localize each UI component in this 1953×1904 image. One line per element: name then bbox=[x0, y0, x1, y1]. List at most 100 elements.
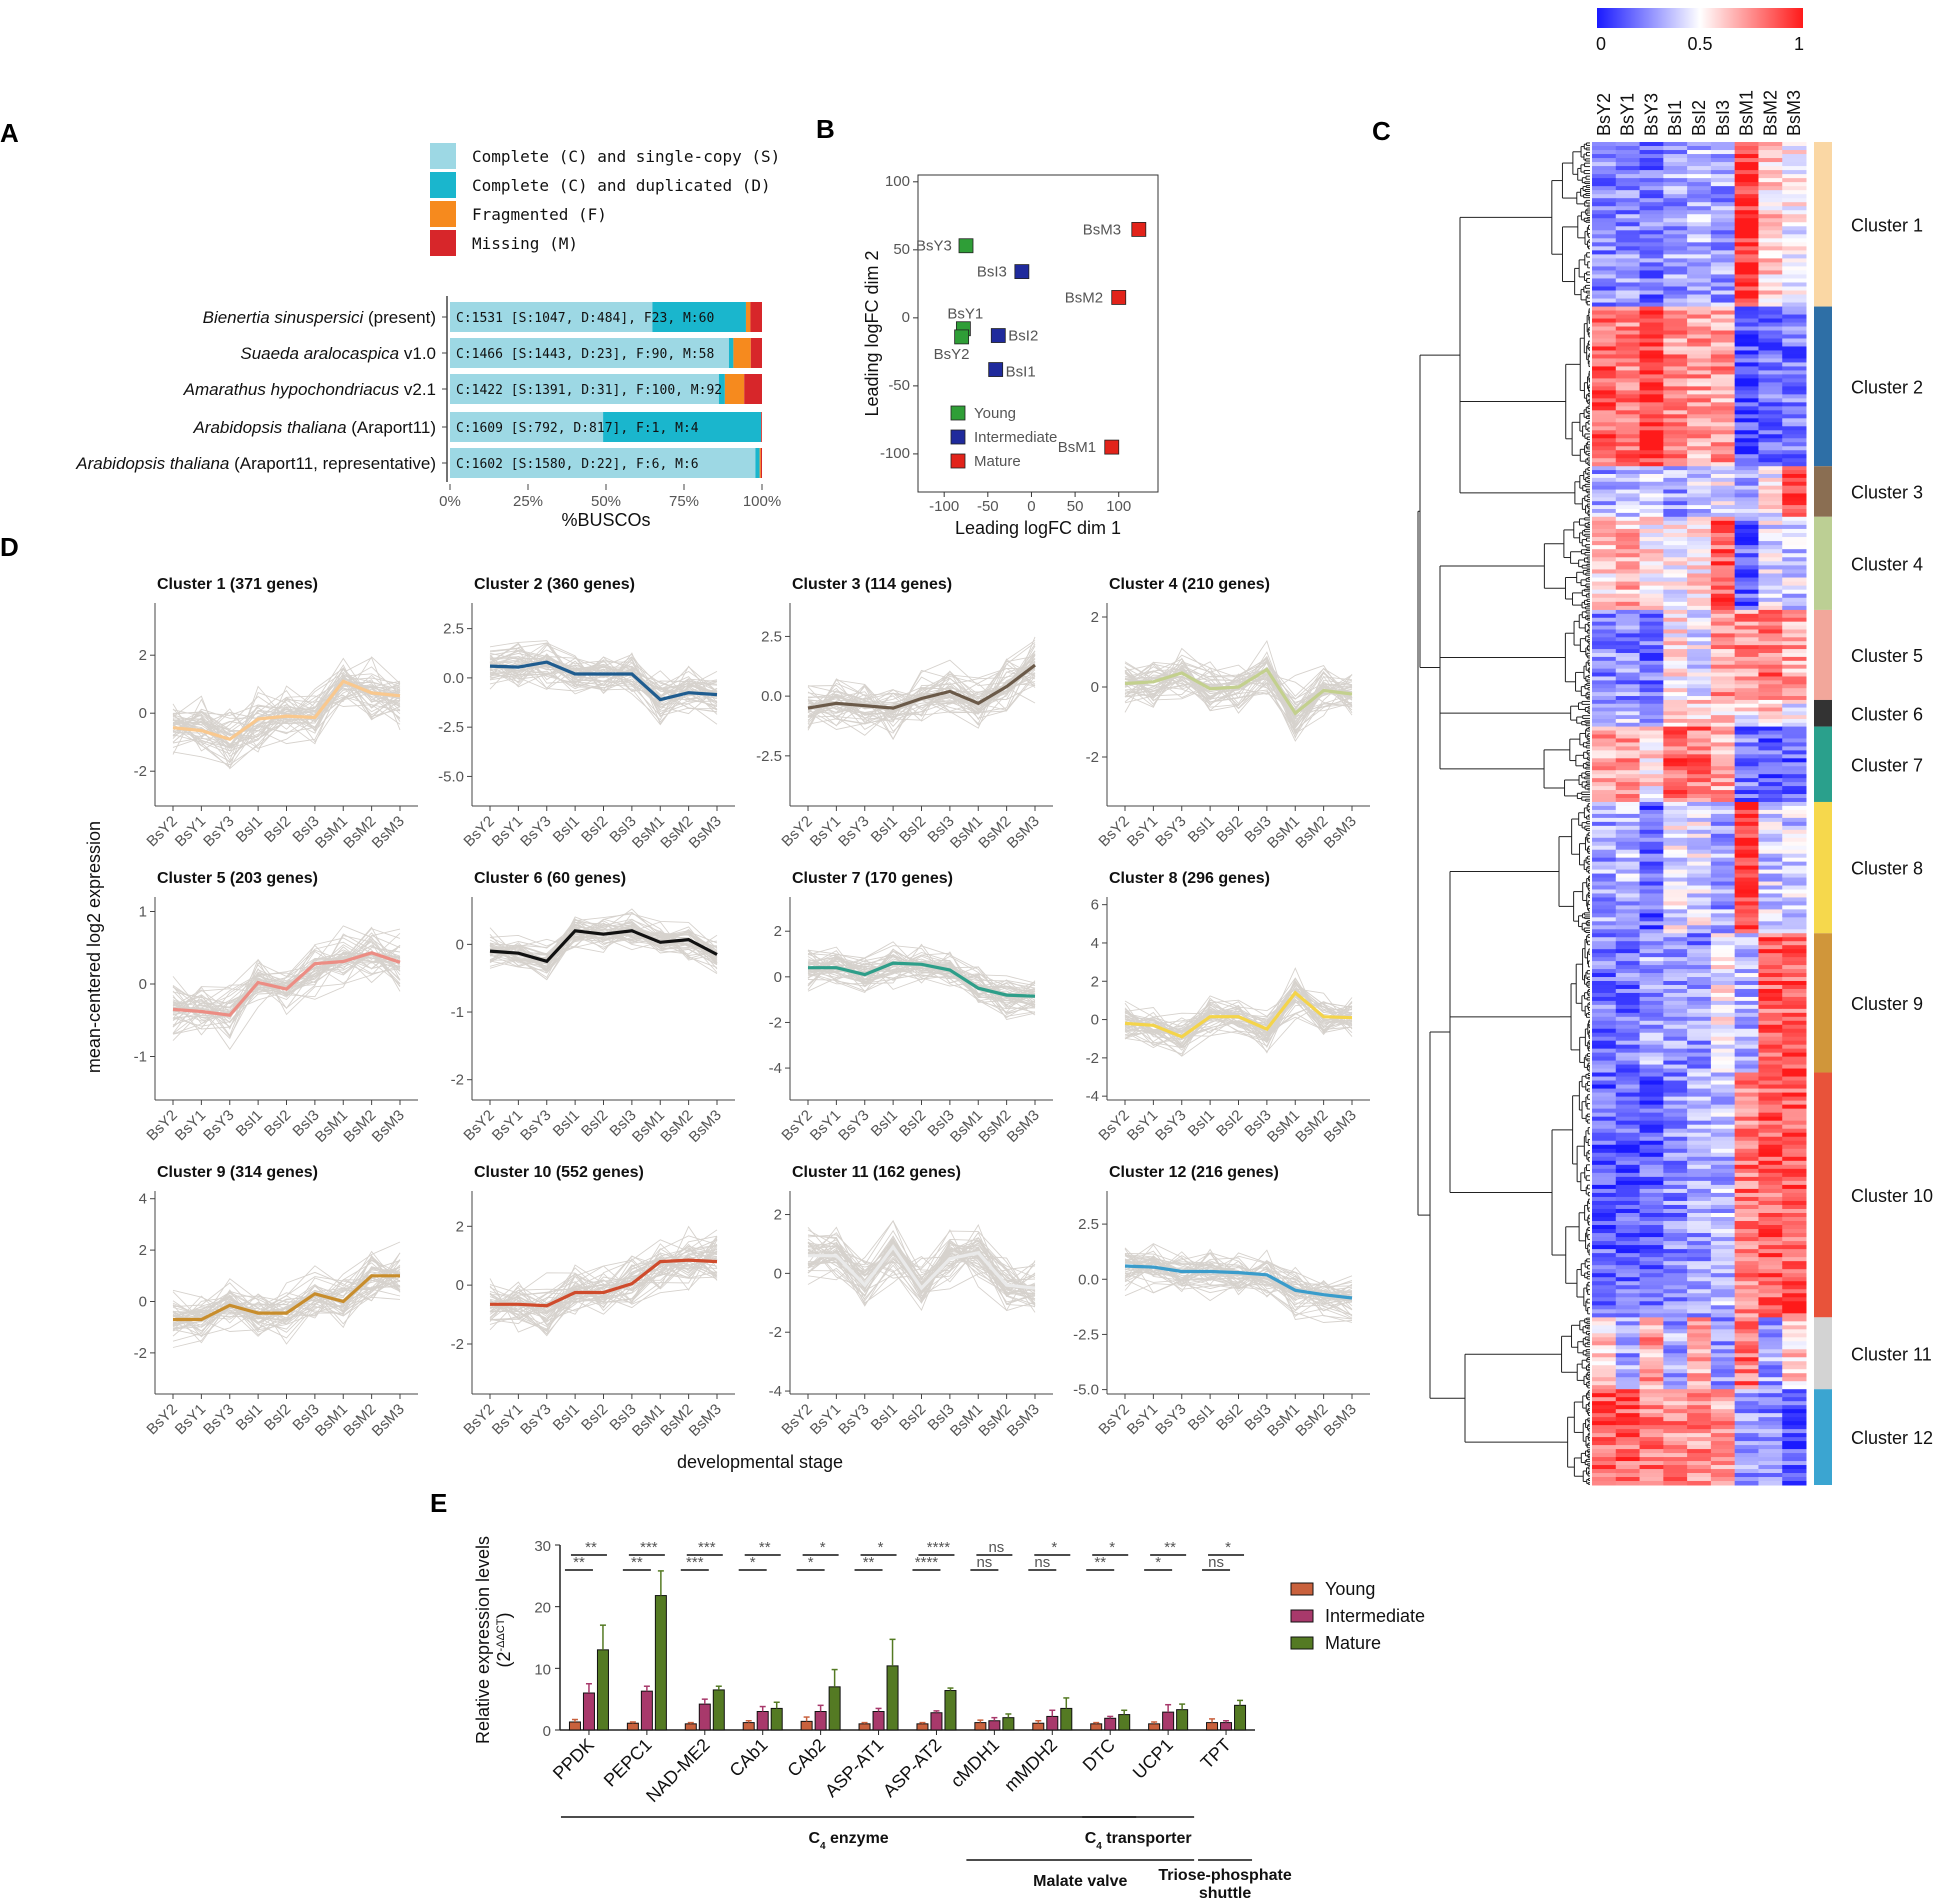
heatmap-cell bbox=[1782, 302, 1807, 308]
heatmap-cell bbox=[1687, 585, 1712, 591]
heatmap-cell bbox=[1734, 450, 1759, 455]
heatmap-cell bbox=[1592, 1277, 1617, 1282]
heatmap-cell bbox=[1639, 238, 1664, 243]
heatmap-cell bbox=[1710, 676, 1736, 681]
x-tick-label: BsY3 bbox=[835, 813, 872, 850]
heatmap-cell bbox=[1592, 520, 1617, 526]
heatmap-cell bbox=[1758, 334, 1783, 339]
heatmap-cell bbox=[1782, 869, 1807, 875]
heatmap-cell bbox=[1710, 1144, 1736, 1150]
heatmap-cell bbox=[1782, 649, 1807, 654]
heatmap-cell bbox=[1758, 198, 1783, 203]
heatmap-cell bbox=[1758, 1140, 1783, 1146]
heatmap-cell bbox=[1687, 1273, 1712, 1278]
heatmap-cell bbox=[1687, 1301, 1712, 1306]
heatmap-cell bbox=[1710, 302, 1736, 308]
heatmap-cell bbox=[1687, 1148, 1712, 1154]
heatmap-cell bbox=[1663, 1417, 1688, 1422]
heatmap-cell bbox=[1592, 1116, 1617, 1122]
heatmap-cell bbox=[1663, 470, 1688, 475]
heatmap-cell bbox=[1782, 1208, 1807, 1214]
heatmap-cell bbox=[1687, 346, 1712, 351]
heatmap-cell bbox=[1782, 438, 1807, 443]
heatmap-cell bbox=[1782, 1164, 1807, 1170]
heatmap-cell bbox=[1639, 809, 1664, 815]
heatmap-cell bbox=[1592, 933, 1617, 938]
heatmap-cell bbox=[1639, 1421, 1664, 1426]
heatmap-cell bbox=[1782, 1349, 1807, 1354]
heatmap-cell bbox=[1592, 754, 1617, 759]
heatmap-cell bbox=[1758, 929, 1783, 934]
heatmap-cell bbox=[1782, 528, 1807, 534]
heatmap-cell bbox=[1615, 1365, 1641, 1370]
heatmap-cell bbox=[1782, 1249, 1807, 1254]
heatmap-cell bbox=[1782, 609, 1807, 615]
heatmap-cell bbox=[1615, 298, 1641, 304]
heatmap-cell bbox=[1687, 489, 1712, 494]
heatmap-cell bbox=[1592, 937, 1617, 942]
heatmap-cell bbox=[1782, 1104, 1807, 1110]
heatmap-cell bbox=[1663, 489, 1688, 494]
heatmap-cell bbox=[1710, 1128, 1736, 1134]
heatmap-cell bbox=[1615, 278, 1641, 283]
heatmap-cell bbox=[1734, 909, 1759, 914]
heatmap-cell bbox=[1687, 274, 1712, 279]
gene-trace-line bbox=[172, 678, 401, 763]
heatmap-cell bbox=[1710, 984, 1736, 990]
heatmap-cell bbox=[1639, 565, 1664, 570]
heatmap-cell bbox=[1710, 1168, 1736, 1174]
heatmap-cell bbox=[1687, 1473, 1712, 1478]
heatmap-cell bbox=[1687, 1024, 1712, 1030]
heatmap-cell bbox=[1710, 516, 1736, 522]
heatmap-cell bbox=[1687, 1192, 1712, 1198]
heatmap-cell bbox=[1782, 901, 1807, 906]
species-version: (present) bbox=[363, 308, 436, 327]
x-tick-label: BsI2 bbox=[578, 813, 611, 846]
heatmap-cell bbox=[1710, 154, 1736, 159]
heatmap-cell bbox=[1734, 965, 1759, 970]
heatmap-cell bbox=[1687, 386, 1712, 391]
heatmap-cell bbox=[1734, 573, 1759, 579]
heatmap-cell bbox=[1758, 797, 1783, 803]
legend-label: Mature bbox=[974, 453, 1021, 470]
heatmap-cell bbox=[1592, 1433, 1617, 1438]
heatmap-cell bbox=[1782, 386, 1807, 391]
heatmap-cell bbox=[1663, 1421, 1688, 1426]
heatmap-cell bbox=[1734, 730, 1759, 736]
heatmap-cell bbox=[1687, 1257, 1712, 1262]
heatmap-cell bbox=[1734, 182, 1759, 187]
heatmap-cell bbox=[1734, 917, 1759, 922]
heatmap-cell bbox=[1615, 1433, 1641, 1438]
heatmap-cell bbox=[1592, 274, 1617, 279]
heatmap-cell bbox=[1663, 1393, 1688, 1398]
heatmap-cell bbox=[1615, 692, 1641, 697]
heatmap-cell bbox=[1782, 509, 1807, 514]
heatmap-cell bbox=[1687, 849, 1712, 855]
heatmap-cell bbox=[1758, 1465, 1783, 1470]
heatmap-cell bbox=[1710, 569, 1736, 574]
heatmap-cell bbox=[1687, 617, 1712, 623]
heatmap-cell bbox=[1687, 957, 1712, 962]
heatmap-cell bbox=[1734, 262, 1759, 267]
heatmap-cell bbox=[1710, 1277, 1736, 1282]
heatmap-cell bbox=[1592, 1425, 1617, 1430]
heatmap-cell bbox=[1687, 1180, 1712, 1186]
heatmap-cell bbox=[1663, 1309, 1688, 1314]
heatmap-cell bbox=[1592, 366, 1617, 371]
heatmap-cell bbox=[1782, 358, 1807, 363]
heatmap-cell bbox=[1615, 1152, 1641, 1158]
heatmap-cell bbox=[1639, 1028, 1664, 1034]
heatmap-cell bbox=[1782, 1160, 1807, 1166]
heatmap-cell bbox=[1758, 1229, 1783, 1234]
heatmap-cell bbox=[1710, 609, 1736, 615]
heatmap-cell bbox=[1639, 290, 1664, 296]
heatmap-cell bbox=[1758, 146, 1783, 151]
heatmap-cell bbox=[1615, 1052, 1641, 1058]
heatmap-cell bbox=[1710, 290, 1736, 296]
heatmap-cell bbox=[1710, 358, 1736, 363]
heatmap-cell bbox=[1592, 1184, 1617, 1190]
heatmap-cell bbox=[1615, 782, 1641, 787]
heatmap-cell bbox=[1592, 577, 1617, 583]
heatmap-cell bbox=[1710, 1217, 1736, 1222]
heatmap-cell bbox=[1687, 246, 1712, 251]
